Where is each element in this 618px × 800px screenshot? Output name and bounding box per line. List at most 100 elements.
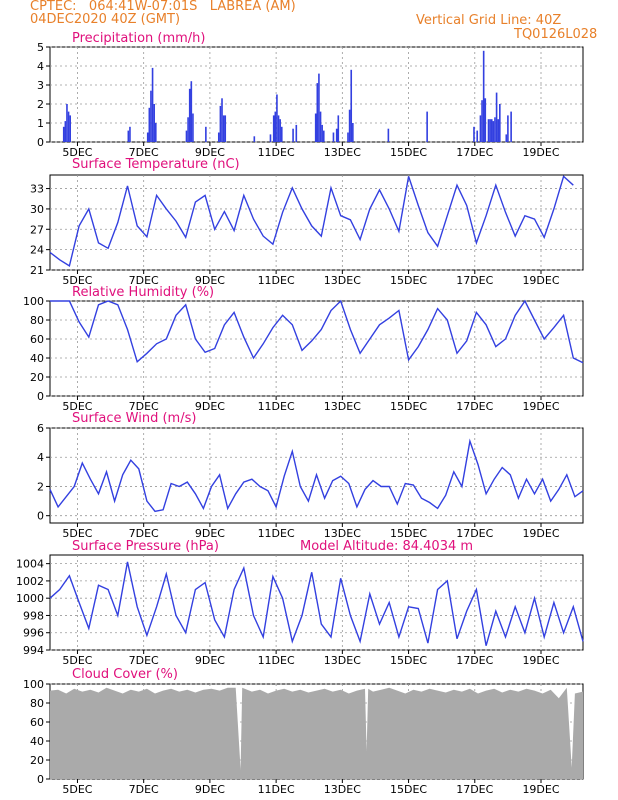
precipitation-bar — [321, 124, 323, 142]
precipitation-bar — [507, 115, 509, 142]
x-tick-label: 11DEC — [258, 527, 295, 540]
panel-title: Surface Temperature (nC) — [72, 157, 240, 172]
precipitation-bar — [153, 104, 155, 142]
precipitation-bar — [510, 111, 512, 142]
precipitation-bar — [314, 113, 317, 142]
precipitation-bar — [222, 115, 225, 142]
precipitation-bar — [489, 119, 491, 142]
panel-title: Surface Pressure (hPa) — [72, 539, 219, 554]
y-tick-label: 40 — [30, 735, 44, 748]
precipitation-bar — [476, 130, 479, 142]
y-tick-label: 100 — [23, 295, 44, 308]
precipitation-bar — [335, 128, 338, 142]
x-tick-label: 17DEC — [456, 783, 493, 796]
precipitation-bar — [487, 119, 490, 142]
x-tick-label: 7DEC — [129, 146, 159, 159]
x-tick-label: 9DEC — [195, 527, 225, 540]
precipitation-bar — [69, 115, 71, 142]
x-tick-label: 7DEC — [129, 783, 159, 796]
series-line — [49, 561, 584, 646]
x-tick-label: 11DEC — [258, 274, 295, 287]
precipitation-bar — [319, 111, 322, 142]
x-tick-label: 7DEC — [129, 527, 159, 540]
precipitation-bar — [150, 90, 152, 142]
x-tick-label: 13DEC — [324, 654, 361, 667]
precipitation-bar — [66, 104, 68, 142]
y-tick-label: 2 — [37, 480, 44, 493]
x-tick-label: 17DEC — [456, 146, 493, 159]
x-tick-label: 5DEC — [62, 783, 92, 796]
y-tick-label: 40 — [30, 352, 44, 365]
panel-title: Precipitation (mm/h) — [72, 31, 205, 46]
precipitation-bar — [148, 107, 151, 142]
x-tick-label: 19DEC — [522, 783, 559, 796]
precipitation-bar — [347, 132, 349, 142]
precipitation-bar — [497, 119, 500, 142]
precipitation-bar — [221, 98, 223, 142]
precipitation-bar — [295, 124, 298, 142]
precipitation-bar — [188, 88, 191, 142]
x-tick-label: 5DEC — [62, 274, 92, 287]
y-tick-label: 80 — [30, 314, 44, 327]
x-tick-label: 7DEC — [129, 400, 159, 413]
precipitation-bar — [205, 126, 207, 142]
precipitation-bar — [387, 128, 390, 142]
precipitation-bar — [129, 126, 131, 142]
precipitation-bar — [350, 69, 353, 142]
x-tick-label: 19DEC — [522, 274, 559, 287]
x-tick-label: 15DEC — [390, 146, 427, 159]
y-tick-label: 0 — [37, 390, 44, 403]
x-tick-label: 19DEC — [522, 654, 559, 667]
y-tick-label: 60 — [30, 333, 44, 346]
panel-title: Relative Humidity (%) — [72, 285, 214, 300]
precipitation-bar — [292, 128, 294, 142]
plot-frame — [49, 300, 584, 397]
precipitation-bar — [494, 117, 496, 142]
header-model-code: TQ0126L028 — [514, 27, 598, 42]
precipitation-bar — [322, 130, 325, 142]
x-tick-label: 5DEC — [62, 654, 92, 667]
precipitation-bar — [482, 50, 485, 142]
precipitation-bar — [67, 111, 70, 142]
header-datetime: 04DEC2020 40Z (GMT) — [30, 12, 181, 27]
y-tick-label: 100 — [23, 678, 44, 691]
precipitation-bar — [190, 81, 193, 142]
precipitation-bar — [492, 121, 495, 142]
series-line — [49, 175, 574, 268]
y-tick-label: 21 — [30, 264, 44, 277]
x-tick-label: 11DEC — [258, 400, 295, 413]
y-tick-label: 1004 — [16, 558, 44, 571]
x-tick-label: 13DEC — [324, 527, 361, 540]
y-tick-label: 60 — [30, 716, 44, 729]
precipitation-bar — [279, 119, 281, 142]
x-tick-label: 19DEC — [522, 527, 559, 540]
y-tick-label: 3 — [37, 79, 44, 92]
x-tick-label: 9DEC — [195, 654, 225, 667]
y-tick-label: 994 — [23, 644, 44, 657]
precipitation-bar — [352, 123, 354, 142]
precipitation-bar — [318, 73, 320, 142]
x-tick-label: 17DEC — [456, 274, 493, 287]
precipitation-bar — [154, 123, 157, 142]
x-tick-label: 13DEC — [324, 783, 361, 796]
y-tick-label: 1000 — [16, 592, 44, 605]
y-tick-label: 1002 — [16, 575, 44, 588]
precipitation-bar — [274, 111, 277, 142]
y-tick-label: 80 — [30, 697, 44, 710]
precipitation-bar — [185, 130, 188, 142]
precipitation-bar — [479, 115, 482, 142]
x-tick-label: 9DEC — [195, 400, 225, 413]
panel-title: Surface Wind (m/s) — [72, 411, 196, 426]
x-tick-label: 11DEC — [258, 783, 295, 796]
precipitation-bar — [277, 115, 280, 142]
y-tick-label: 1 — [37, 117, 44, 130]
x-tick-label: 15DEC — [390, 783, 427, 796]
precipitation-bar — [217, 132, 220, 142]
precipitation-bar — [276, 94, 278, 142]
x-tick-label: 19DEC — [522, 400, 559, 413]
x-tick-label: 11DEC — [258, 654, 295, 667]
x-tick-label: 13DEC — [324, 146, 361, 159]
panel-subtitle: Model Altitude: 84.4034 m — [300, 539, 473, 554]
precipitation-bar — [219, 105, 222, 142]
y-tick-label: 6 — [37, 422, 44, 435]
